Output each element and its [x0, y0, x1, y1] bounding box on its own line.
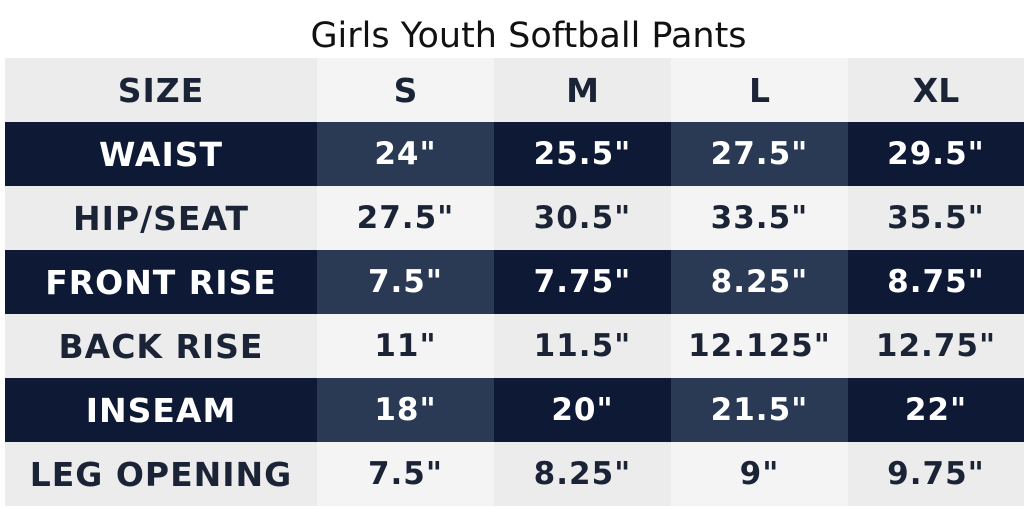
size-chart-table: SIZE S M L XL WAIST 24" 25.5" 27.5" 29.5…: [5, 58, 1024, 506]
table-row-front-rise: FRONT RISE 7.5" 7.75" 8.25" 8.75": [5, 250, 1024, 314]
table-cell: 35.5": [848, 186, 1024, 250]
table-row-waist: WAIST 24" 25.5" 27.5" 29.5": [5, 122, 1024, 186]
table-cell: 21.5": [671, 378, 848, 442]
table-cell: 24": [317, 122, 494, 186]
table-cell: 9": [671, 442, 848, 506]
row-label: LEG OPENING: [5, 442, 317, 506]
table-cell: 11": [317, 314, 494, 378]
table-row-leg-opening: LEG OPENING 7.5" 8.25" 9" 9.75": [5, 442, 1024, 506]
table-cell: 33.5": [671, 186, 848, 250]
column-header-size: SIZE: [5, 58, 317, 122]
row-label: WAIST: [5, 122, 317, 186]
table-cell: 8.25": [494, 442, 671, 506]
table-cell: 7.5": [317, 442, 494, 506]
page-title: Girls Youth Softball Pants: [310, 16, 747, 56]
column-header-m: M: [494, 58, 671, 122]
table-cell: 11.5": [494, 314, 671, 378]
table-cell: 20": [494, 378, 671, 442]
column-header-xl: XL: [848, 58, 1024, 122]
table-cell: 7.5": [317, 250, 494, 314]
table-cell: 29.5": [848, 122, 1024, 186]
table-header-row: SIZE S M L XL: [5, 58, 1024, 122]
table-cell: 27.5": [671, 122, 848, 186]
row-label: FRONT RISE: [5, 250, 317, 314]
table-cell: 7.75": [494, 250, 671, 314]
table-row-inseam: INSEAM 18" 20" 21.5" 22": [5, 378, 1024, 442]
table-cell: 12.125": [671, 314, 848, 378]
table-cell: 8.75": [848, 250, 1024, 314]
table-cell: 27.5": [317, 186, 494, 250]
row-label: BACK RISE: [5, 314, 317, 378]
table-cell: 18": [317, 378, 494, 442]
column-header-s: S: [317, 58, 494, 122]
table-cell: 9.75": [848, 442, 1024, 506]
table-cell: 8.25": [671, 250, 848, 314]
row-label: INSEAM: [5, 378, 317, 442]
table-cell: 22": [848, 378, 1024, 442]
table-cell: 30.5": [494, 186, 671, 250]
table-cell: 25.5": [494, 122, 671, 186]
table-row-hip-seat: HIP/SEAT 27.5" 30.5" 33.5" 35.5": [5, 186, 1024, 250]
table-cell: 12.75": [848, 314, 1024, 378]
row-label: HIP/SEAT: [5, 186, 317, 250]
column-header-l: L: [671, 58, 848, 122]
table-row-back-rise: BACK RISE 11" 11.5" 12.125" 12.75": [5, 314, 1024, 378]
